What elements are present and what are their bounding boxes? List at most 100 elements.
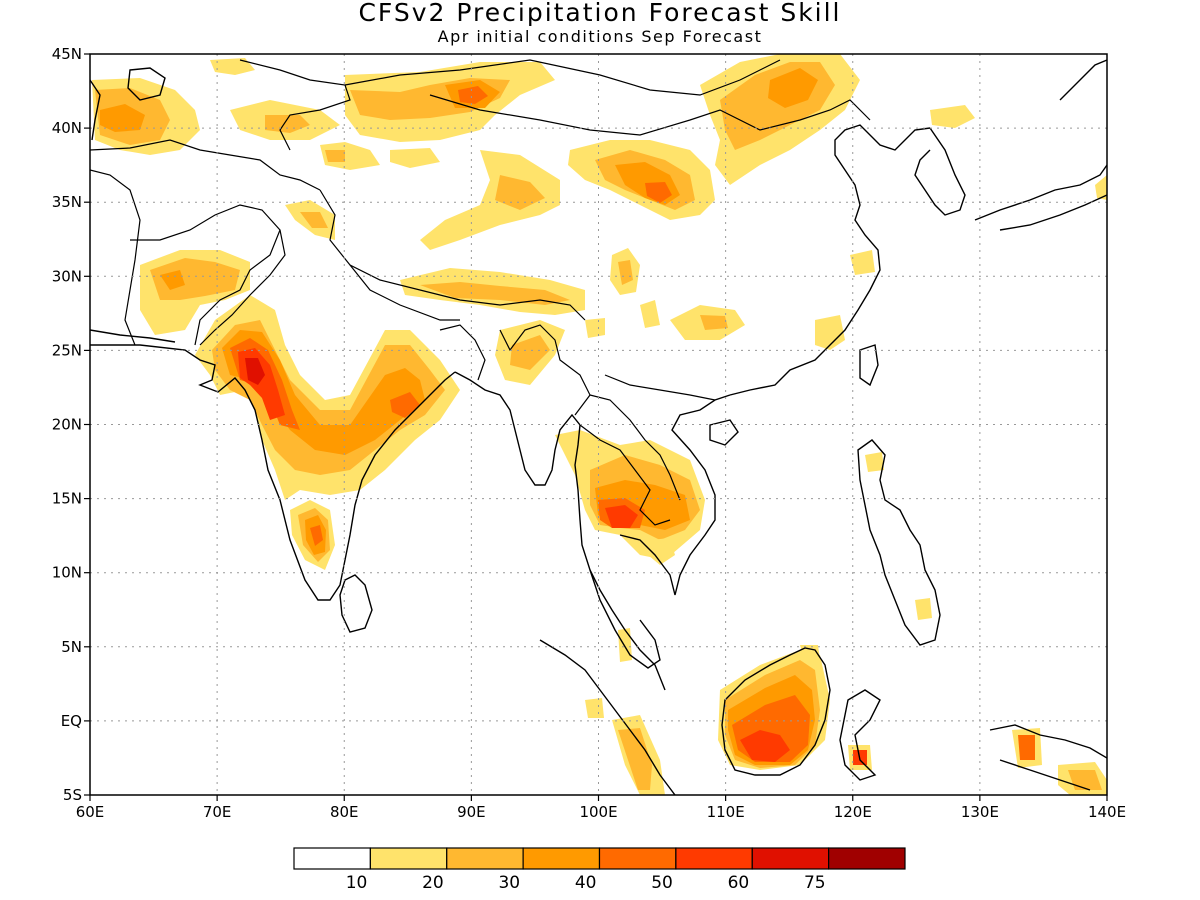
coast-taiwan xyxy=(859,344,879,387)
coast-sumatra xyxy=(539,639,676,795)
coast-srilanka xyxy=(339,574,373,633)
shade-sumatra-20 xyxy=(618,728,652,790)
shade-mongolia-30 xyxy=(768,68,818,108)
border-iran-afghan xyxy=(90,169,141,346)
colorbar-label: 75 xyxy=(804,873,826,893)
shade-borneo-north-10 xyxy=(800,645,820,662)
shade-malay-10 xyxy=(618,628,632,662)
shade-visayas-10 xyxy=(865,452,884,472)
shade-cambodia-10 xyxy=(648,538,675,565)
border-nepal xyxy=(349,264,460,321)
lon-tick-label: 130E xyxy=(961,803,999,821)
lat-tick-label: 40N xyxy=(52,119,82,137)
colorbar-label: 20 xyxy=(422,873,444,893)
coast-sulawesi xyxy=(839,689,881,781)
border-kaz-china xyxy=(239,59,351,151)
coast-hainan xyxy=(709,419,739,446)
colorbar-label: 10 xyxy=(346,873,368,893)
colorbar-swatch xyxy=(828,847,906,870)
colorbar-label: 30 xyxy=(498,873,520,893)
coast-iran xyxy=(90,329,176,343)
border-bangla xyxy=(439,324,486,381)
shade-burma-20 xyxy=(510,335,550,370)
border-mongolia-russia xyxy=(344,59,781,96)
lat-tick-label: 5N xyxy=(61,638,82,656)
lon-tick-label: 100E xyxy=(579,803,617,821)
colorbar-swatch xyxy=(751,847,830,870)
colorbar-label: 60 xyxy=(728,873,750,893)
colorbar-swatch xyxy=(598,847,677,870)
shade-xinjiang2-10 xyxy=(320,142,380,170)
shade-xinjiang2-20 xyxy=(325,150,345,162)
border-india-china xyxy=(319,189,586,321)
skill-shading xyxy=(92,54,1107,795)
lon-tick-label: 70E xyxy=(203,803,232,821)
colorbar-label: 50 xyxy=(651,873,673,893)
colorbar-label: 40 xyxy=(575,873,597,893)
border-laos xyxy=(589,394,681,501)
border-thai xyxy=(579,424,671,526)
shade-tibet-band-20 xyxy=(495,175,545,210)
coast-india xyxy=(90,344,456,601)
colorbar-swatch xyxy=(369,847,448,870)
shade-xinjiang3-10 xyxy=(390,148,440,168)
shade-afghan-20 xyxy=(150,258,240,300)
shade-thai-50 xyxy=(605,505,638,528)
border-burma xyxy=(499,324,591,416)
border-central-asia xyxy=(90,139,321,191)
shade-sichuan-20 xyxy=(618,260,633,285)
border-india-pak xyxy=(199,229,286,346)
coast-philippines xyxy=(857,439,941,646)
lat-tick-label: 20N xyxy=(52,416,82,434)
coast-china xyxy=(729,124,931,396)
shade-afghan-30 xyxy=(160,270,185,290)
shade-shandong-10 xyxy=(850,250,875,275)
shade-guangxi-10 xyxy=(640,300,660,328)
lat-tick-label: 10N xyxy=(52,564,82,582)
shade-tajik-20 xyxy=(265,115,310,133)
shade-assam-10 xyxy=(585,318,605,338)
coast-indochina xyxy=(619,394,731,596)
coastlines xyxy=(90,59,1107,795)
shade-shanghai-10 xyxy=(815,315,845,350)
shade-central-asia-30 xyxy=(100,104,145,132)
coast-newguinea xyxy=(989,724,1107,791)
coast-japan xyxy=(974,59,1107,231)
coast-bay-bengal-east xyxy=(454,371,666,691)
shade-south-india-40 xyxy=(310,525,323,546)
lat-tick-label: 15N xyxy=(52,490,82,508)
lon-tick-label: 140E xyxy=(1088,803,1126,821)
lon-tick-label: 90E xyxy=(457,803,486,821)
chart-title: CFSv2 Precipitation Forecast Skill xyxy=(358,0,842,27)
shade-india-60 xyxy=(245,358,265,385)
shade-kashmir-20 xyxy=(300,212,328,228)
lat-tick-label: EQ xyxy=(61,712,82,730)
colorbar-swatch xyxy=(293,847,371,870)
country-borders xyxy=(90,59,871,526)
coast-borneo xyxy=(721,647,831,776)
shade-yunnan-20 xyxy=(700,315,728,330)
lat-tick-label: 30N xyxy=(52,267,82,285)
shade-borneo-50 xyxy=(740,730,790,762)
lon-tick-label: 110E xyxy=(707,803,745,821)
coast-caspian xyxy=(90,67,166,141)
shade-sumatra-north-10 xyxy=(585,698,604,718)
lat-tick-label: 5S xyxy=(63,786,82,804)
chart-subtitle: Apr initial conditions Sep Forecast xyxy=(437,27,763,46)
shade-himalaya-20 xyxy=(420,282,570,305)
shade-kyrgyz-10 xyxy=(210,58,255,75)
axis-ticks: 60E 70E 80E 90E 100E 110E 120E 130E 140E 5S EQ 5N 10… xyxy=(52,45,1126,821)
colorbar-swatch xyxy=(522,847,601,870)
lat-tick-label: 45N xyxy=(52,45,82,63)
colorbar-swatch xyxy=(675,847,753,870)
shade-tibet-band-10 xyxy=(420,150,560,250)
lat-tick-label: 25N xyxy=(52,341,82,359)
shade-korea-10 xyxy=(930,105,975,128)
shade-china-central-40 xyxy=(645,182,672,203)
border-mongolia-china xyxy=(429,94,871,136)
border-china-viet xyxy=(604,374,716,401)
lon-tick-label: 80E xyxy=(330,803,359,821)
colorbar: 10 20 30 40 50 60 75 xyxy=(293,847,906,893)
lon-tick-label: 60E xyxy=(76,803,105,821)
